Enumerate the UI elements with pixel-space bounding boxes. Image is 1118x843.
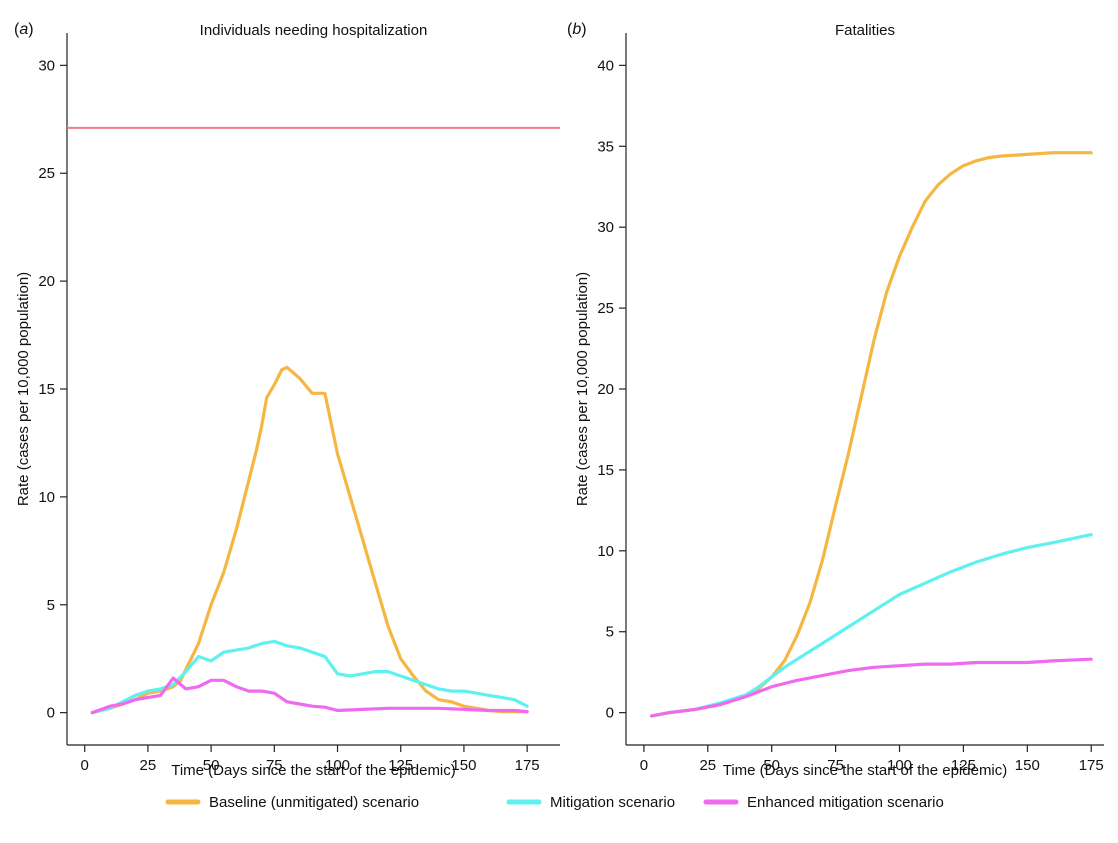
x-tick-label: 175 (1079, 757, 1104, 774)
series-line (90, 639, 529, 715)
x-tick-label: 100 (325, 757, 350, 774)
x-tick-label: 50 (763, 757, 780, 774)
x-tick-label: 25 (699, 757, 716, 774)
x-tick-label: 0 (640, 757, 648, 774)
x-tick-label: 125 (388, 757, 413, 774)
x-tick-label: 125 (951, 757, 976, 774)
series-line (90, 676, 529, 715)
y-tick-label: 30 (38, 57, 55, 74)
legend-label: Mitigation scenario (550, 794, 675, 811)
y-tick-label: 20 (38, 273, 55, 290)
series-line (649, 151, 1093, 718)
panel-title: Individuals needing hospitalization (200, 22, 428, 39)
y-tick-label: 25 (38, 165, 55, 182)
x-tick-label: 0 (81, 757, 89, 774)
x-tick-label: 75 (266, 757, 283, 774)
x-tick-label: 100 (887, 757, 912, 774)
y-tick-label: 10 (38, 489, 55, 506)
panel-label: (a) (14, 21, 34, 38)
x-axis-title: Time (Days since the start of the epidem… (171, 762, 456, 779)
series-line (90, 365, 529, 715)
y-tick-label: 0 (47, 705, 55, 722)
x-tick-label: 75 (827, 757, 844, 774)
series-line (649, 657, 1093, 718)
x-tick-label: 150 (451, 757, 476, 774)
x-tick-label: 175 (515, 757, 540, 774)
panel-b: 0 25 50 75 100 125 150 175 0 5 10 15 20 25 30 35 40 (b) Fa… (567, 21, 1104, 779)
legend-label: Enhanced mitigation scenario (747, 794, 944, 811)
panel-label: (b) (567, 21, 587, 38)
y-tick-label: 20 (597, 381, 614, 398)
y-axis-title: Rate (cases per 10,000 population) (574, 272, 591, 506)
legend-label: Baseline (unmitigated) scenario (209, 794, 419, 811)
legend: Baseline (unmitigated) scenario Mitigatio… (165, 794, 944, 811)
y-tick-label: 5 (47, 597, 55, 614)
x-tick-label: 150 (1015, 757, 1040, 774)
y-tick-label: 35 (597, 138, 614, 155)
panel-a: 0 25 50 75 100 125 150 175 0 5 10 15 20 25 30 (a) Indivi… (14, 21, 560, 779)
y-tick-label: 0 (606, 705, 614, 722)
y-axis-title: Rate (cases per 10,000 population) (15, 272, 32, 506)
y-tick-label: 40 (597, 57, 614, 74)
x-tick-label: 50 (203, 757, 220, 774)
y-tick-label: 15 (38, 381, 55, 398)
y-tick-label: 15 (597, 462, 614, 479)
x-tick-label: 25 (140, 757, 157, 774)
y-tick-label: 30 (597, 219, 614, 236)
panel-title: Fatalities (835, 22, 895, 39)
y-tick-label: 25 (597, 300, 614, 317)
y-tick-label: 5 (606, 624, 614, 641)
y-tick-label: 10 (597, 543, 614, 560)
series-line (649, 532, 1093, 718)
x-axis-title: Time (Days since the start of the epidem… (723, 762, 1008, 779)
